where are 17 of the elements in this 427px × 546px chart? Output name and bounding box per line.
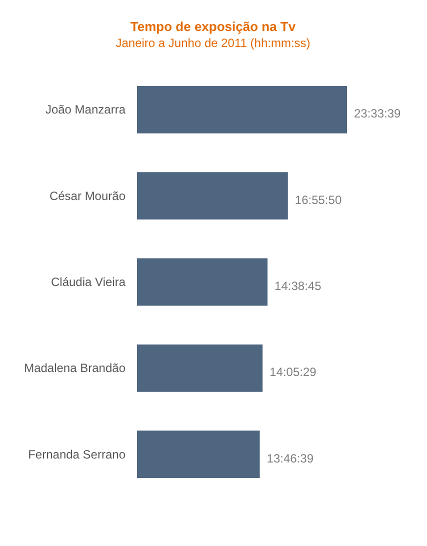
- chart-subtitle: Janeiro a Junho de 2011 (hh:mm:ss): [116, 36, 310, 50]
- data-label: 16:55:50: [294, 192, 342, 207]
- y-tick-label: Madalena Brandão: [24, 361, 126, 376]
- bar: [137, 344, 263, 392]
- y-tick-label: Fernanda Serrano: [28, 447, 126, 462]
- data-label: 13:46:39: [266, 451, 314, 466]
- chart-title: Tempo de exposição na Tv: [130, 19, 296, 34]
- bar: [137, 258, 268, 306]
- bar: [137, 172, 288, 220]
- y-tick-label: César Mourão: [49, 188, 126, 203]
- y-tick-label: João Manzarra: [45, 102, 126, 117]
- data-label: 14:38:45: [274, 279, 322, 293]
- y-tick-label: Cláudia Vieira: [51, 275, 126, 289]
- data-label: 14:05:29: [270, 365, 317, 380]
- bar: [137, 86, 347, 134]
- data-label: 23:33:39: [354, 106, 402, 121]
- bar: [137, 430, 260, 478]
